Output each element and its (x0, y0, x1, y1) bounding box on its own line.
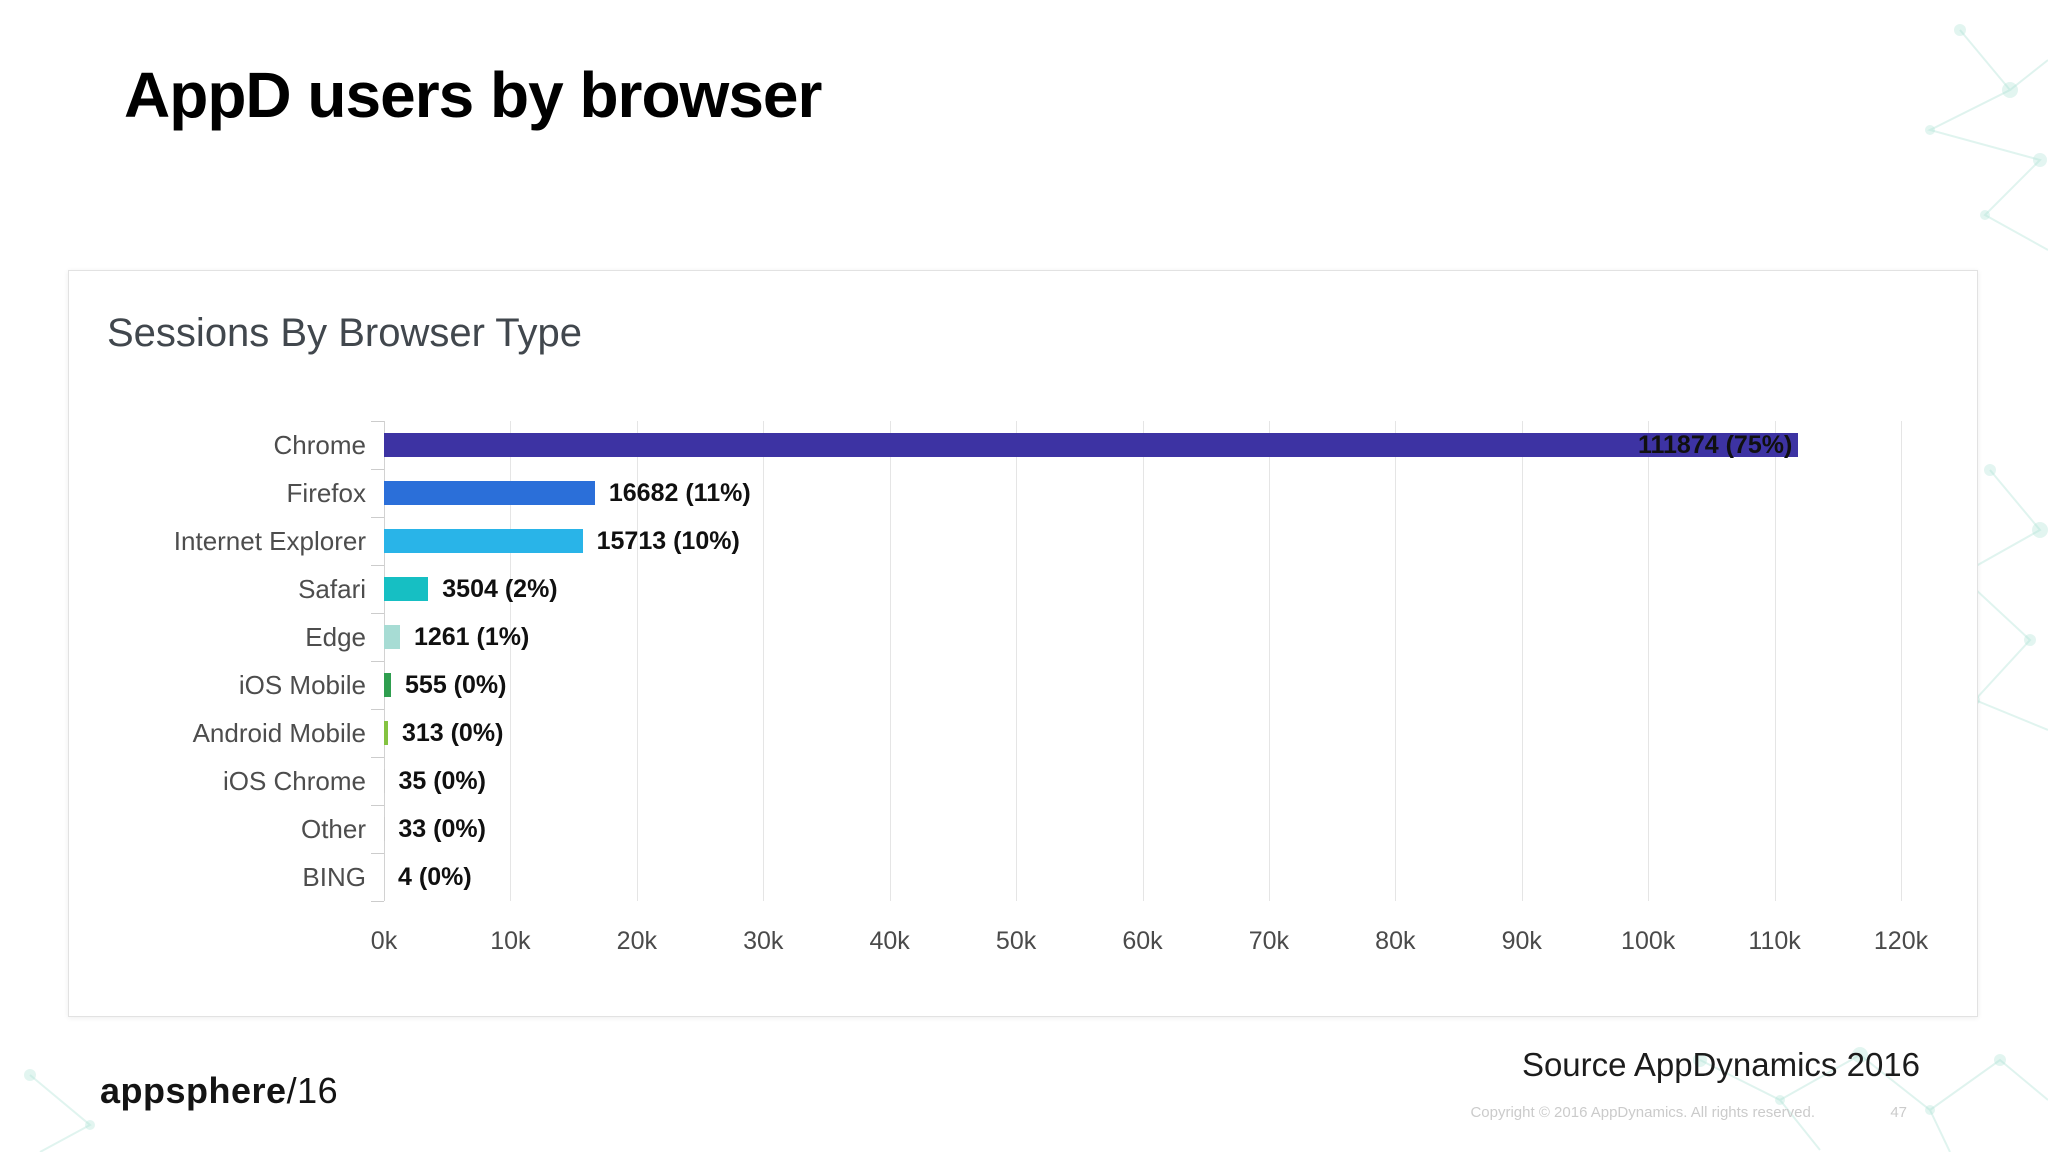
x-tick-label: 10k (490, 927, 531, 955)
logo-suffix: /16 (286, 1070, 339, 1111)
value-label-ios-mobile: 555 (0%) (405, 671, 507, 699)
bar-android-mobile (384, 721, 388, 745)
x-tick-label: 0k (370, 927, 398, 955)
gridline (1774, 421, 1776, 901)
category-label-android-mobile: Android Mobile (192, 718, 366, 748)
bar-track: 33 (0%) (384, 805, 1901, 853)
x-tick-label: 70k (1248, 927, 1290, 955)
bar-ios-mobile (384, 673, 392, 697)
chart-row-internet-explorer: Internet Explorer 15713 (10%) (69, 517, 1901, 565)
logo-brand: appsphere (100, 1070, 287, 1111)
bar-track: 3504 (2%) (384, 565, 1901, 613)
appsphere-logo: appsphere/16 (100, 1070, 338, 1112)
x-tick-label: 40k (869, 927, 910, 955)
category-label-safari: Safari (298, 574, 366, 604)
chart-row-ios-chrome: iOS Chrome 35 (0%) (69, 757, 1901, 805)
value-label-edge: 1261 (1%) (413, 623, 530, 651)
chart-row-edge: Edge 1261 (1%) (69, 613, 1901, 661)
category-label-ios-mobile: iOS Mobile (238, 670, 366, 700)
y-axis-tick (371, 901, 384, 902)
y-axis-tick (371, 853, 384, 854)
value-label-chrome: 111874 (75%) (1637, 431, 1793, 459)
value-label-bing: 4 (0%) (398, 863, 472, 891)
bar-chrome (384, 433, 1799, 457)
x-tick-label: 80k (1375, 927, 1416, 955)
chart-row-ios-mobile: iOS Mobile 555 (0%) (69, 661, 1901, 709)
category-label-chrome: Chrome (273, 430, 366, 460)
source-text: Source AppDynamics 2016 (1521, 1046, 1920, 1083)
y-axis-tick (371, 757, 384, 758)
bar-track: 15713 (10%) (384, 517, 1901, 565)
value-label-android-mobile: 313 (0%) (401, 719, 504, 747)
chart-row-firefox: Firefox 16682 (11%) (69, 469, 1901, 517)
bar-track: 1261 (1%) (384, 613, 1901, 661)
y-axis-tick (371, 517, 384, 518)
bar-safari (384, 577, 429, 601)
value-label-internet-explorer: 15713 (10%) (596, 527, 740, 555)
bar-track: 313 (0%) (384, 709, 1901, 757)
page-number: 47 (1890, 1104, 1907, 1121)
bar-track: 111874 (75%) (384, 421, 1901, 469)
gridline (510, 421, 512, 901)
y-axis-tick (371, 661, 384, 662)
value-label-ios-chrome: 35 (0%) (398, 767, 486, 795)
chart-rows: Chrome 111874 (75%) Firefox 16682 (11%) Inte… (69, 421, 1901, 901)
gridline (1901, 421, 1902, 901)
x-tick-label: 110k (1748, 927, 1801, 955)
gridline (1648, 421, 1650, 901)
value-label-other: 33 (0%) (398, 815, 486, 843)
y-ticks (371, 421, 384, 902)
x-tick-label: 30k (743, 927, 784, 955)
bar-internet-explorer (384, 529, 583, 553)
chart-row-other: Other 33 (0%) (69, 805, 1901, 853)
chart-row-chrome: Chrome 111874 (75%) (69, 421, 1901, 469)
x-tick-label: 100k (1621, 927, 1676, 955)
gridline (889, 421, 891, 901)
gridline (1142, 421, 1144, 901)
y-axis-tick (371, 469, 384, 470)
y-axis-tick (371, 421, 384, 422)
gridline (1395, 421, 1397, 901)
gridlines (384, 421, 1902, 901)
value-label-safari: 3504 (2%) (442, 575, 558, 603)
gridline (1268, 421, 1270, 901)
chart-title: Sessions By Browser Type (107, 311, 583, 355)
gridline (763, 421, 765, 901)
y-axis-tick (371, 709, 384, 710)
category-label-edge: Edge (305, 622, 366, 652)
x-tick-label: 90k (1501, 927, 1542, 955)
category-label-bing: BING (302, 862, 366, 892)
bar-firefox (384, 481, 595, 505)
gridline (636, 421, 638, 901)
chart-row-android-mobile: Android Mobile 313 (0%) (69, 709, 1901, 757)
y-axis-tick (371, 613, 384, 614)
chart-card: Sessions By Browser Type Chrome 111874 (7… (68, 270, 1978, 1017)
category-label-internet-explorer: Internet Explorer (173, 526, 366, 556)
bar-track: 555 (0%) (384, 661, 1901, 709)
x-axis: 0k 10k 20k 30k 40k 50k 60k 70k 80k 90k 100k 110k 120… (371, 927, 1928, 967)
x-tick-label: 120k (1873, 927, 1929, 955)
x-tick-label: 50k (995, 927, 1037, 955)
bar-track: 16682 (11%) (384, 469, 1901, 517)
gridline (1016, 421, 1018, 901)
x-tick-label: 20k (616, 927, 657, 955)
category-label-ios-chrome: iOS Chrome (222, 766, 366, 796)
bar-track: 35 (0%) (384, 757, 1901, 805)
x-tick-label: 60k (1122, 927, 1163, 955)
copyright-text: Copyright © 2016 AppDynamics. All rights… (1470, 1104, 1815, 1121)
gridline (384, 421, 385, 901)
y-axis-tick (371, 565, 384, 566)
value-label-firefox: 16682 (11%) (608, 479, 751, 507)
category-label-other: Other (300, 814, 366, 844)
chart-row-safari: Safari 3504 (2%) (69, 565, 1901, 613)
gridline (1521, 421, 1523, 901)
slide-title: AppD users by browser (124, 59, 822, 131)
bar-edge (384, 625, 400, 649)
y-axis-tick (371, 805, 384, 806)
chart-row-bing: BING 4 (0%) (69, 853, 1901, 901)
bar-track: 4 (0%) (384, 853, 1901, 901)
category-label-firefox: Firefox (286, 478, 366, 508)
